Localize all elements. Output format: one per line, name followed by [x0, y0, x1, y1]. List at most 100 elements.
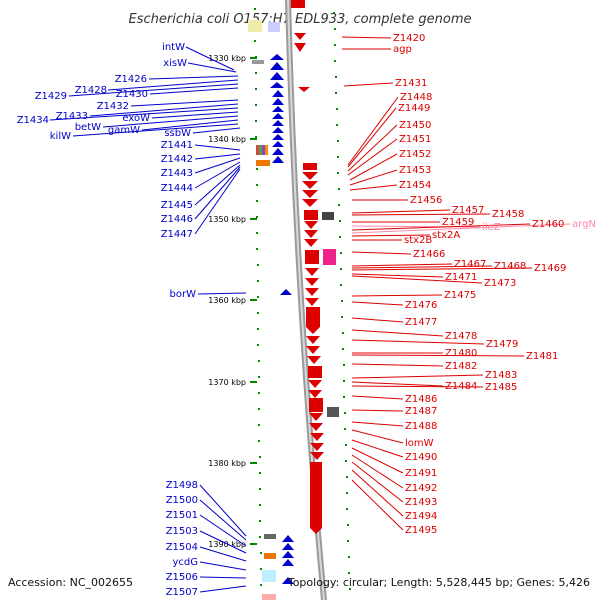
scale-dot: [341, 300, 343, 302]
gene-label-Z1473[interactable]: Z1473: [484, 278, 516, 289]
gene-label-Z1428[interactable]: Z1428: [75, 85, 107, 96]
gene-label-Z1448[interactable]: Z1448: [400, 92, 432, 103]
gene-label-Z1492[interactable]: Z1492: [405, 483, 437, 494]
gene-label-Z1506[interactable]: Z1506: [166, 572, 198, 583]
gene-label-lomW[interactable]: lomW: [405, 438, 434, 449]
leader-line: [351, 421, 404, 427]
scale-tick-1390: 1390 kbp: [208, 540, 257, 549]
gene-label-stx2B[interactable]: stx2B: [404, 235, 432, 246]
gene-label-Z1457[interactable]: Z1457: [452, 205, 484, 216]
scale-dot: [256, 232, 258, 234]
gene-feature: [304, 230, 318, 238]
gene-label-Z1426[interactable]: Z1426: [115, 74, 147, 85]
gene-feature: [272, 141, 284, 147]
gene-feature: [323, 249, 336, 265]
scale-dot: [259, 536, 261, 538]
gene-label-borW[interactable]: borW: [170, 289, 197, 300]
gene-label-Z1456[interactable]: Z1456: [410, 195, 442, 206]
gene-label-Z1420[interactable]: Z1420: [393, 33, 425, 44]
gene-label-Z1480[interactable]: Z1480: [445, 348, 477, 359]
scale-dot: [259, 504, 261, 506]
gene-label-Z1431[interactable]: Z1431: [395, 78, 427, 89]
gene-label-Z1467[interactable]: Z1467: [454, 259, 486, 270]
gene-label-Z1484[interactable]: Z1484: [445, 381, 477, 392]
gene-label-Z1482[interactable]: Z1482: [445, 361, 477, 372]
gene-feature: [305, 268, 319, 276]
gene-label-Z1468[interactable]: Z1468: [494, 261, 526, 272]
leader-line: [130, 99, 239, 107]
gene-label-Z1444[interactable]: Z1444: [161, 183, 193, 194]
leader-line: [351, 273, 444, 278]
gene-label-Z1453[interactable]: Z1453: [399, 165, 431, 176]
gene-label-exoW[interactable]: exoW: [122, 113, 150, 124]
gene-label-Z1454[interactable]: Z1454: [399, 180, 431, 191]
gene-label-xisW[interactable]: xisW: [163, 58, 187, 69]
gene-label-intW[interactable]: intW: [162, 42, 185, 53]
gene-label-Z1466[interactable]: Z1466: [413, 249, 445, 260]
gene-label-Z1483[interactable]: Z1483: [485, 370, 517, 381]
gene-label-betW[interactable]: betW: [75, 122, 101, 133]
gene-label-Z1433[interactable]: Z1433: [56, 111, 88, 122]
leader-line: [149, 87, 239, 95]
scale-label: 1350 kbp: [208, 215, 246, 224]
gene-feature: [262, 570, 276, 582]
gene-label-Z1479[interactable]: Z1479: [486, 339, 518, 350]
gene-label-Z1495[interactable]: Z1495: [405, 525, 437, 536]
gene-label-Z1504[interactable]: Z1504: [166, 542, 198, 553]
gene-label-agp[interactable]: agp: [393, 44, 412, 55]
scale-dot: [257, 328, 259, 330]
gene-label-Z1487[interactable]: Z1487: [405, 406, 437, 417]
leader-line: [194, 164, 241, 206]
gene-label-Z1443[interactable]: Z1443: [161, 168, 193, 179]
gene-label-ycdG[interactable]: ycdG: [172, 557, 198, 568]
gene-label-Z1478[interactable]: Z1478: [445, 331, 477, 342]
gene-label-Z1429[interactable]: Z1429: [35, 91, 67, 102]
gene-label-argN[interactable]: argN: [572, 219, 596, 230]
gene-label-Z1449[interactable]: Z1449: [398, 103, 430, 114]
gene-label-ileZ[interactable]: ileZ: [482, 222, 501, 233]
gene-label-Z1434[interactable]: Z1434: [17, 115, 49, 126]
gene-label-Z1460[interactable]: Z1460: [532, 219, 564, 230]
gene-label-Z1459[interactable]: Z1459: [442, 217, 474, 228]
gene-label-Z1494[interactable]: Z1494: [405, 511, 437, 522]
gene-label-Z1488[interactable]: Z1488: [405, 421, 437, 432]
leader-line: [351, 251, 412, 255]
scale-dot: [255, 136, 257, 138]
gene-label-Z1469[interactable]: Z1469: [534, 263, 566, 274]
gene-label-Z1490[interactable]: Z1490: [405, 452, 437, 463]
gene-label-Z1501[interactable]: Z1501: [166, 510, 198, 521]
leader-line: [187, 62, 237, 73]
gene-label-Z1481[interactable]: Z1481: [526, 351, 558, 362]
gene-label-Z1485[interactable]: Z1485: [485, 382, 517, 393]
gene-label-Z1498[interactable]: Z1498: [166, 480, 198, 491]
gene-label-Z1447[interactable]: Z1447: [161, 229, 193, 240]
gene-label-Z1451[interactable]: Z1451: [399, 134, 431, 145]
gene-label-Z1452[interactable]: Z1452: [399, 149, 431, 160]
gene-label-Z1432[interactable]: Z1432: [97, 101, 129, 112]
gene-label-Z1475[interactable]: Z1475: [444, 290, 476, 301]
gene-label-Z1493[interactable]: Z1493: [405, 497, 437, 508]
gene-label-Z1500[interactable]: Z1500: [166, 495, 198, 506]
gene-label-Z1430[interactable]: Z1430: [116, 89, 148, 100]
leader-line: [349, 184, 398, 191]
gene-label-Z1471[interactable]: Z1471: [445, 272, 477, 283]
gene-label-Z1486[interactable]: Z1486: [405, 394, 437, 405]
leader-line: [351, 275, 483, 284]
gene-label-Z1507[interactable]: Z1507: [166, 587, 198, 598]
gene-label-gamW[interactable]: gamW: [108, 125, 140, 136]
leader-line: [351, 461, 404, 503]
gene-label-kilW[interactable]: kilW: [50, 131, 71, 142]
leader-line: [351, 267, 533, 271]
gene-label-Z1450[interactable]: Z1450: [399, 120, 431, 131]
gene-label-Z1491[interactable]: Z1491: [405, 468, 437, 479]
gene-label-Z1458[interactable]: Z1458: [492, 209, 524, 220]
gene-label-Z1445[interactable]: Z1445: [161, 200, 193, 211]
gene-label-Z1503[interactable]: Z1503: [166, 526, 198, 537]
gene-label-Z1476[interactable]: Z1476: [405, 300, 437, 311]
gene-label-Z1446[interactable]: Z1446: [161, 214, 193, 225]
gene-label-Z1477[interactable]: Z1477: [405, 317, 437, 328]
gene-label-stx2A[interactable]: stx2A: [432, 230, 460, 241]
gene-label-ssbW[interactable]: ssbW: [164, 128, 191, 139]
gene-label-Z1442[interactable]: Z1442: [161, 154, 193, 165]
gene-label-Z1441[interactable]: Z1441: [161, 140, 193, 151]
